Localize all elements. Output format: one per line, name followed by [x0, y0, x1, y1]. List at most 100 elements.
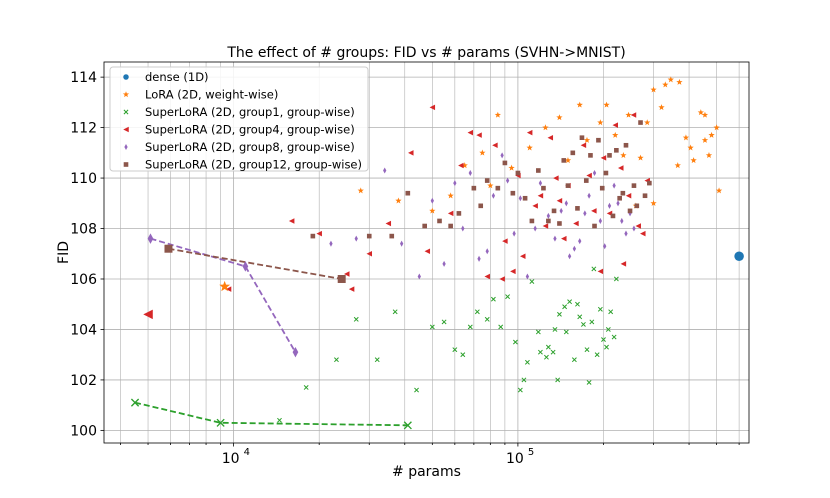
data-point — [625, 111, 632, 118]
data-point — [632, 225, 636, 232]
data-point — [424, 248, 431, 254]
data-point — [542, 223, 549, 229]
data-point — [565, 183, 571, 188]
data-point — [647, 180, 652, 186]
data-point — [366, 251, 373, 257]
data-point — [533, 225, 537, 232]
data-point — [310, 233, 316, 239]
data-point — [468, 169, 472, 177]
data-point — [522, 195, 528, 201]
data-point — [395, 197, 402, 204]
data-point — [441, 319, 447, 325]
data-point — [288, 218, 295, 224]
data-point — [429, 104, 436, 111]
data-point — [583, 136, 591, 143]
series-lines — [134, 237, 408, 427]
data-point — [417, 273, 421, 280]
data-point — [546, 212, 551, 219]
data-point — [586, 172, 592, 179]
data-point — [447, 210, 454, 217]
data-point — [658, 104, 665, 111]
y-axis-ticks: 100 102 104 106 108 110 112 114 — [70, 70, 104, 439]
data-point — [592, 223, 597, 229]
data-point — [620, 261, 627, 267]
data-point — [591, 266, 597, 272]
data-point — [608, 309, 614, 315]
legend-marker — [124, 143, 128, 151]
data-point — [452, 347, 458, 353]
data-point — [584, 347, 590, 353]
x-tick-exponent: 4 — [244, 447, 250, 458]
data-point — [644, 119, 651, 126]
data-point — [573, 220, 579, 227]
data-point — [603, 101, 610, 108]
y-tick-label: 100 — [70, 423, 97, 439]
data-point — [458, 162, 464, 169]
data-point — [556, 114, 563, 121]
data-point — [583, 210, 587, 217]
highlight-point — [130, 398, 140, 407]
data-point — [484, 178, 490, 183]
data-point — [526, 144, 533, 151]
data-point — [617, 165, 624, 171]
data-point — [316, 230, 322, 237]
data-point — [580, 321, 586, 327]
data-point — [437, 218, 442, 224]
data-point — [650, 200, 657, 206]
data-point — [515, 170, 521, 176]
data-point — [580, 142, 587, 149]
data-point — [414, 387, 419, 393]
data-point — [478, 203, 484, 209]
data-point — [354, 235, 358, 242]
data-point — [329, 240, 333, 247]
data-point — [620, 190, 626, 196]
data-point — [508, 164, 515, 171]
data-point — [510, 190, 516, 196]
data-point — [532, 203, 538, 209]
x-tick-label: 10 — [506, 451, 524, 467]
data-point — [697, 109, 704, 116]
data-point — [408, 150, 414, 156]
data-point — [616, 200, 620, 207]
data-point — [521, 377, 527, 383]
data-point — [524, 359, 530, 365]
data-point — [701, 136, 709, 143]
data-point — [604, 344, 609, 350]
data-point — [538, 180, 543, 187]
data-point — [627, 208, 633, 214]
data-point — [701, 111, 709, 118]
data-point — [596, 137, 601, 143]
highlight-point — [164, 244, 173, 253]
legend-marker — [123, 109, 129, 115]
data-point — [592, 169, 597, 177]
data-point — [399, 240, 404, 247]
data-point — [460, 352, 466, 358]
data-point — [429, 324, 435, 330]
y-axis-label: FID — [56, 241, 72, 264]
data-point — [430, 197, 434, 204]
data-point — [498, 324, 504, 330]
data-point — [715, 187, 723, 194]
data-point — [572, 245, 577, 252]
data-point — [575, 206, 580, 211]
legend-label: dense (1D) — [145, 70, 209, 84]
legend-label: SuperLoRA (2D, group4, group-wise) — [145, 123, 355, 137]
data-point — [517, 387, 523, 393]
x-tick-label: 10 — [222, 451, 240, 467]
data-point — [631, 183, 637, 188]
data-point — [575, 301, 580, 307]
data-point — [477, 255, 481, 262]
data-point — [561, 158, 567, 163]
data-point — [303, 385, 309, 390]
y-tick-label: 110 — [70, 171, 97, 187]
data-point — [610, 213, 616, 219]
data-point — [525, 273, 530, 280]
data-point — [383, 167, 387, 174]
data-point — [603, 170, 609, 176]
x-axis-label: # params — [392, 464, 461, 480]
legend-marker — [122, 91, 130, 98]
data-point — [562, 304, 568, 310]
data-point — [484, 316, 490, 322]
data-point — [708, 131, 715, 138]
